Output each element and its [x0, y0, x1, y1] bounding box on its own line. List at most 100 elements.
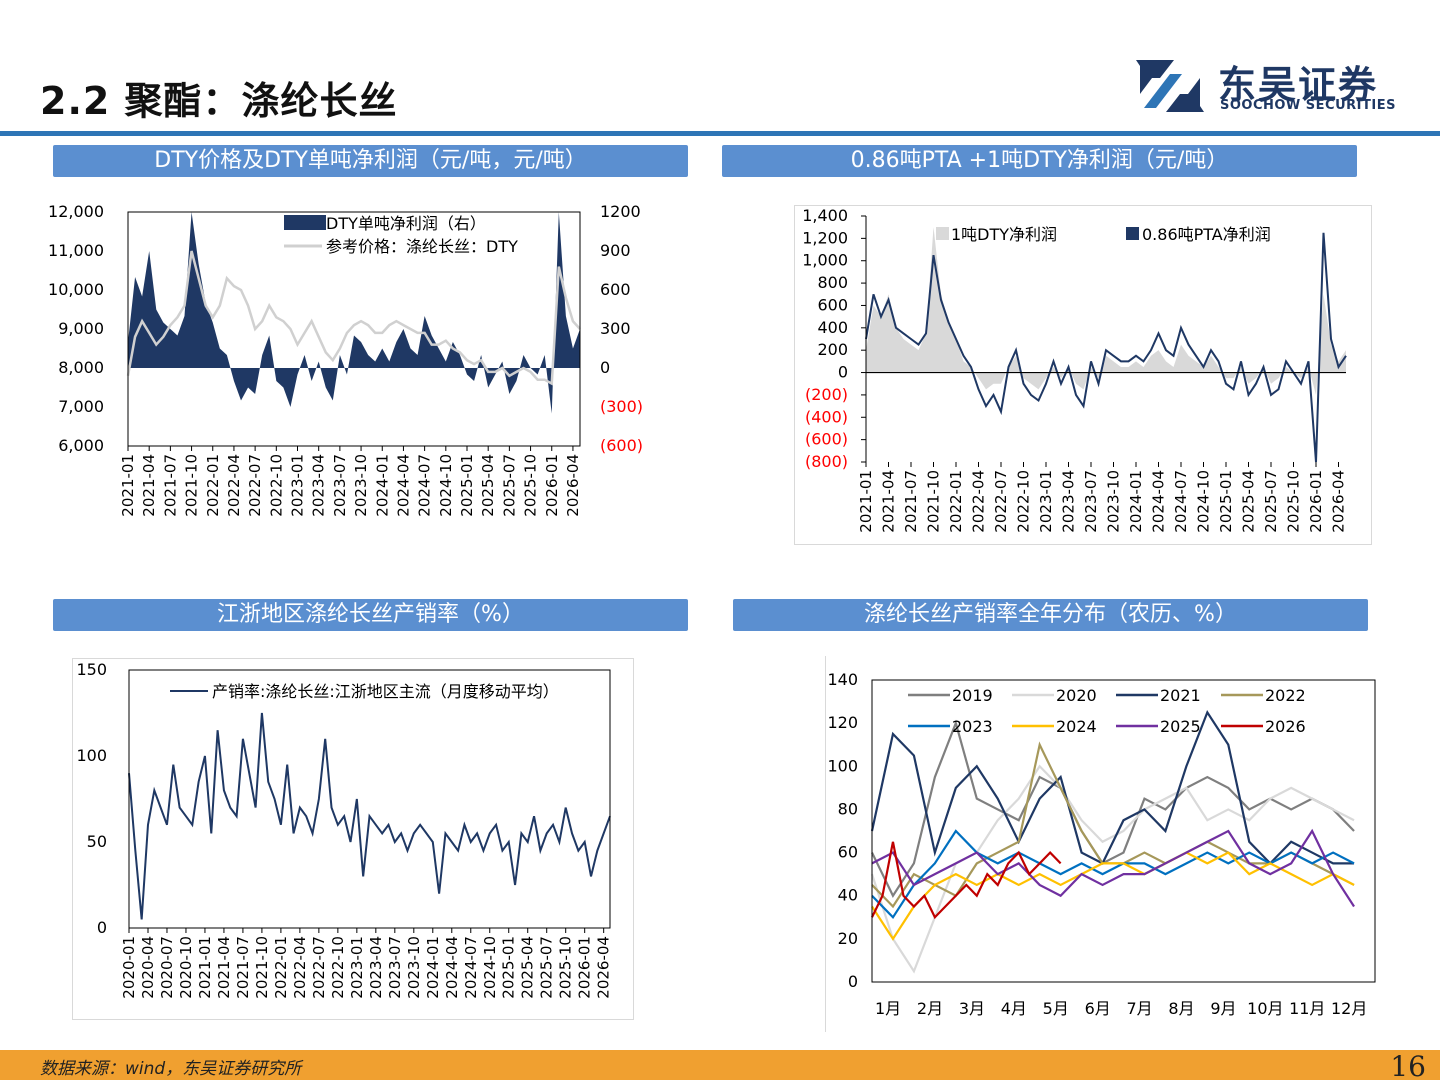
- y-tick-label: 80: [838, 799, 858, 818]
- series-line-2025: [871, 828, 1355, 908]
- x-axis-tick-label: 2022-07: [310, 936, 328, 999]
- y-tick-label: 20: [838, 929, 858, 948]
- data-source: 数据来源：wind，东吴证券研究所: [40, 1059, 302, 1079]
- y-tick-label: 1,200: [802, 228, 848, 247]
- x-axis-tick-label: 2023-07: [331, 454, 349, 517]
- legend-label-2023: 2023: [952, 717, 993, 736]
- x-axis-tick-label: 2024-07: [462, 936, 480, 999]
- x-axis-tick-label: 2021-07: [161, 454, 179, 517]
- company-logo: 东吴证券 SOOCHOW SECURITIES: [1130, 56, 1420, 118]
- y-tick-label: 140: [827, 670, 858, 689]
- x-axis-tick-label: 2023-10: [405, 936, 423, 999]
- series-line-2023: [871, 829, 1355, 920]
- x-axis-tick-label: 2026-01: [1307, 470, 1325, 533]
- footer-bar: 数据来源：wind，东吴证券研究所: [0, 1050, 1440, 1080]
- y-right-tick-label: 300: [600, 319, 631, 338]
- x-axis-tick-label: 2026-04: [595, 936, 613, 999]
- y-tick-label: 0: [838, 363, 848, 382]
- legend-label-2022: 2022: [1265, 686, 1306, 705]
- x-axis-tick-label: 2022-10: [1015, 470, 1033, 533]
- x-axis-tick-label: 2022-01: [272, 936, 290, 999]
- x-axis-tick-label: 2024-01: [1127, 470, 1145, 533]
- logo-text-en: SOOCHOW SECURITIES: [1220, 98, 1396, 113]
- y-tick-label: 0: [848, 972, 858, 991]
- y-left-tick-label: 9,000: [58, 319, 104, 338]
- x-axis-tick-label: 2025-10: [1285, 470, 1303, 533]
- x-tick-label: 10月: [1247, 999, 1283, 1018]
- dty-profit-area: [866, 227, 1346, 395]
- x-axis-tick-label: 2020-01: [120, 936, 138, 999]
- y-tick-label: 600: [817, 295, 848, 314]
- x-axis-tick-label: 2020-07: [158, 936, 176, 999]
- legend-label-dty: 1吨DTY净利润: [951, 225, 1057, 244]
- y-right-tick-label: 600: [600, 280, 631, 299]
- x-axis-tick-label: 2021-01: [196, 936, 214, 999]
- y-tick-label: 800: [817, 273, 848, 292]
- legend-label-profit: DTY单吨净利润（右）: [326, 214, 486, 233]
- legend-label-2019: 2019: [952, 686, 993, 705]
- x-axis-tick-label: 2021-10: [183, 454, 201, 517]
- x-tick-label: 2月: [917, 999, 943, 1018]
- plot-frame: [871, 679, 1376, 983]
- y-tick-label: 200: [817, 340, 848, 359]
- x-axis-tick-label: 2021-04: [215, 936, 233, 999]
- legend-swatch-dty: [936, 227, 949, 240]
- legend-label: 产销率:涤纶长丝:江浙地区主流（月度移动平均）: [212, 682, 559, 701]
- y-tick-label: (600): [805, 430, 848, 449]
- x-tick-label: 11月: [1289, 999, 1325, 1018]
- x-tick-label: 3月: [959, 999, 985, 1018]
- legend-swatch-pta: [1126, 227, 1139, 240]
- x-axis-tick-label: 2022-04: [291, 936, 309, 999]
- y-left-tick-label: 12,000: [48, 202, 104, 221]
- y-tick-label: 150: [76, 660, 107, 679]
- chart-title-pta-dty-profit: 0.86吨PTA +1吨DTY净利润（元/吨）: [722, 145, 1357, 177]
- soochow-logo-icon: [1136, 60, 1204, 112]
- x-axis-tick-label: 2024-04: [1150, 470, 1168, 533]
- y-tick-label: 40: [838, 886, 858, 905]
- y-left-tick-label: 6,000: [58, 436, 104, 455]
- x-axis-tick-label: 2025-01: [500, 936, 518, 999]
- y-left-tick-label: 8,000: [58, 358, 104, 377]
- x-axis-tick-label: 2023-10: [1105, 470, 1123, 533]
- header-rule: [0, 131, 1440, 136]
- x-axis-tick-label: 2021-10: [925, 470, 943, 533]
- legend-swatch-profit: [284, 215, 326, 230]
- x-axis-tick-label: 2022-07: [992, 470, 1010, 533]
- x-axis-tick-label: 2024-04: [443, 936, 461, 999]
- x-tick-label: 12月: [1331, 999, 1367, 1018]
- y-left-tick-label: 10,000: [48, 280, 104, 299]
- y-right-tick-label: 900: [600, 241, 631, 260]
- y-tick-label: 0: [97, 918, 107, 937]
- x-axis-tick-label: 2023-01: [348, 936, 366, 999]
- chart-border: [794, 205, 1372, 545]
- x-axis-tick-label: 2021-07: [234, 936, 252, 999]
- x-axis-tick-label: 2022-01: [204, 454, 222, 517]
- x-axis-tick-label: 2021-01: [119, 454, 137, 517]
- x-axis-tick-label: 2022-10: [329, 936, 347, 999]
- chart-pta-dty-profit: (800) (600) (400) (200) 0 200 400 600 800 1,000 1,…: [794, 205, 1372, 545]
- legend-label-2026: 2026: [1265, 717, 1306, 736]
- y-tick-label: 50: [87, 832, 107, 851]
- x-axis-tick-label: 2023-07: [1082, 470, 1100, 533]
- y-right-tick-label: 1200: [600, 202, 641, 221]
- x-axis-tick-label: 2025-10: [522, 454, 540, 517]
- x-axis-tick-label: 2024-10: [1195, 470, 1213, 533]
- series-line-2026: [871, 841, 1062, 920]
- x-axis-tick-label: 2023-07: [386, 936, 404, 999]
- x-axis-tick-label: 2023-04: [1060, 470, 1078, 533]
- x-axis-tick-label: 2025-04: [519, 936, 537, 999]
- page-title: 2.2 聚酯：涤纶长丝: [40, 79, 398, 123]
- y-tick-label: 100: [827, 756, 858, 775]
- x-tick-label: 6月: [1085, 999, 1111, 1018]
- x-axis-tick-label: 2025-07: [538, 936, 556, 999]
- x-axis-tick-label: 2024-10: [481, 936, 499, 999]
- series-line-2019: [871, 719, 1355, 898]
- x-axis-tick-label: 2020-10: [177, 936, 195, 999]
- x-axis-tick-label: 2020-04: [139, 936, 157, 999]
- x-axis-tick-label: 2025-01: [1217, 470, 1235, 533]
- x-axis-tick-label: 2021-04: [140, 454, 158, 517]
- x-tick-label: 7月: [1127, 999, 1153, 1018]
- y-tick-label: (400): [805, 407, 848, 426]
- y-tick-label: (800): [805, 452, 848, 471]
